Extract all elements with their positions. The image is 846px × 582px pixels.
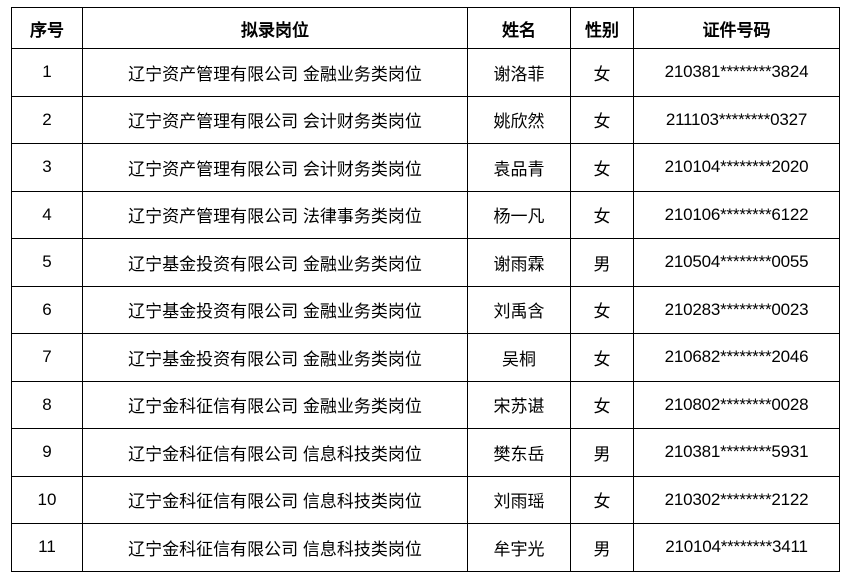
table-row: 2 辽宁资产管理有限公司 会计财务类岗位 姚欣然女 211103********032… [11, 95, 840, 144]
cell-no: 8 [11, 380, 83, 429]
cell-position: 辽宁资产管理有限公司 会计财务类岗位 [82, 143, 468, 192]
cell-name: 姚欣然 [467, 95, 571, 144]
table-row: 4 辽宁资产管理有限公司 法律事务类岗位 杨一凡女 210106********612… [11, 190, 840, 239]
cell-no: 3 [11, 143, 83, 192]
cell-gender: 女 [570, 143, 634, 192]
table-row: 8 辽宁金科征信有限公司 金融业务类岗位 宋苏谌女 210802********002… [11, 380, 840, 429]
cell-no: 10 [11, 475, 83, 524]
candidate-table: 序号 拟录岗位 姓名 性别 证件号码 1 辽宁资产管理有限公司 金融业务类岗位 谢洛… [11, 7, 840, 572]
cell-name: 刘禹含 [467, 285, 571, 334]
cell-id: 210381********5931 [633, 428, 840, 477]
cell-name: 刘雨瑶 [467, 475, 571, 524]
cell-no: 2 [11, 95, 83, 144]
cell-position: 辽宁基金投资有限公司 金融业务类岗位 [82, 238, 468, 287]
cell-no: 4 [11, 190, 83, 239]
header-gender: 性别 [570, 7, 634, 49]
cell-gender: 女 [570, 95, 634, 144]
header-id: 证件号码 [633, 7, 840, 49]
cell-position: 辽宁金科征信有限公司 金融业务类岗位 [82, 380, 468, 429]
cell-gender: 女 [570, 333, 634, 382]
table-row: 9 辽宁金科征信有限公司 信息科技类岗位 樊东岳男 210381********593… [11, 428, 840, 477]
cell-id: 210504********0055 [633, 238, 840, 287]
cell-id: 210682********2046 [633, 333, 840, 382]
cell-no: 6 [11, 285, 83, 334]
table-row: 10 辽宁金科征信有限公司 信息科技类岗位 刘雨瑶女 210302********21… [11, 475, 840, 524]
cell-name: 宋苏谌 [467, 380, 571, 429]
cell-gender: 男 [570, 428, 634, 477]
cell-gender: 男 [570, 238, 634, 287]
cell-position: 辽宁资产管理有限公司 法律事务类岗位 [82, 190, 468, 239]
cell-position: 辽宁金科征信有限公司 信息科技类岗位 [82, 475, 468, 524]
header-position: 拟录岗位 [82, 7, 468, 49]
cell-no: 9 [11, 428, 83, 477]
table-row: 6 辽宁基金投资有限公司 金融业务类岗位 刘禹含女 210283********002… [11, 285, 840, 334]
cell-name: 杨一凡 [467, 190, 571, 239]
table-row: 5 辽宁基金投资有限公司 金融业务类岗位 谢雨霖男 210504********005… [11, 238, 840, 287]
cell-position: 辽宁资产管理有限公司 金融业务类岗位 [82, 48, 468, 97]
cell-no: 7 [11, 333, 83, 382]
header-no: 序号 [11, 7, 83, 49]
cell-id: 210106********6122 [633, 190, 840, 239]
cell-name: 袁品青 [467, 143, 571, 192]
cell-no: 11 [11, 523, 83, 572]
cell-name: 吴桐 [467, 333, 571, 382]
cell-position: 辽宁资产管理有限公司 会计财务类岗位 [82, 95, 468, 144]
cell-gender: 女 [570, 190, 634, 239]
cell-id: 210104********2020 [633, 143, 840, 192]
table-row: 1 辽宁资产管理有限公司 金融业务类岗位 谢洛菲女 210381********382… [11, 48, 840, 97]
cell-position: 辽宁基金投资有限公司 金融业务类岗位 [82, 333, 468, 382]
cell-id: 210283********0023 [633, 285, 840, 334]
cell-gender: 男 [570, 523, 634, 572]
cell-position: 辽宁金科征信有限公司 信息科技类岗位 [82, 523, 468, 572]
header-name: 姓名 [467, 7, 571, 49]
cell-name: 牟宇光 [467, 523, 571, 572]
cell-gender: 女 [570, 380, 634, 429]
cell-position: 辽宁基金投资有限公司 金融业务类岗位 [82, 285, 468, 334]
cell-gender: 女 [570, 475, 634, 524]
cell-gender: 女 [570, 285, 634, 334]
cell-id: 211103********0327 [633, 95, 840, 144]
cell-name: 谢雨霖 [467, 238, 571, 287]
cell-name: 樊东岳 [467, 428, 571, 477]
cell-no: 1 [11, 48, 83, 97]
cell-id: 210802********0028 [633, 380, 840, 429]
cell-id: 210302********2122 [633, 475, 840, 524]
cell-id: 210381********3824 [633, 48, 840, 97]
cell-name: 谢洛菲 [467, 48, 571, 97]
cell-no: 5 [11, 238, 83, 287]
header-row: 序号 拟录岗位 姓名 性别 证件号码 [11, 7, 840, 49]
table-row: 11 辽宁金科征信有限公司 信息科技类岗位 牟宇光男 210104********34… [11, 523, 840, 572]
table-row: 3 辽宁资产管理有限公司 会计财务类岗位 袁品青女 210104********202… [11, 143, 840, 192]
cell-gender: 女 [570, 48, 634, 97]
cell-id: 210104********3411 [633, 523, 840, 572]
table-row: 7 辽宁基金投资有限公司 金融业务类岗位 吴桐女 210682********2046 [11, 333, 840, 382]
cell-position: 辽宁金科征信有限公司 信息科技类岗位 [82, 428, 468, 477]
